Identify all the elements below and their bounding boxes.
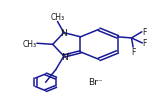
Text: F: F (142, 28, 146, 37)
Text: N: N (61, 52, 68, 61)
Text: +: + (66, 52, 71, 57)
Text: CH₃: CH₃ (50, 13, 64, 22)
Text: N: N (60, 29, 67, 38)
Text: F: F (142, 39, 147, 48)
Text: F: F (131, 48, 135, 57)
Text: CH₃: CH₃ (23, 39, 37, 48)
Text: Br⁻: Br⁻ (88, 77, 103, 86)
